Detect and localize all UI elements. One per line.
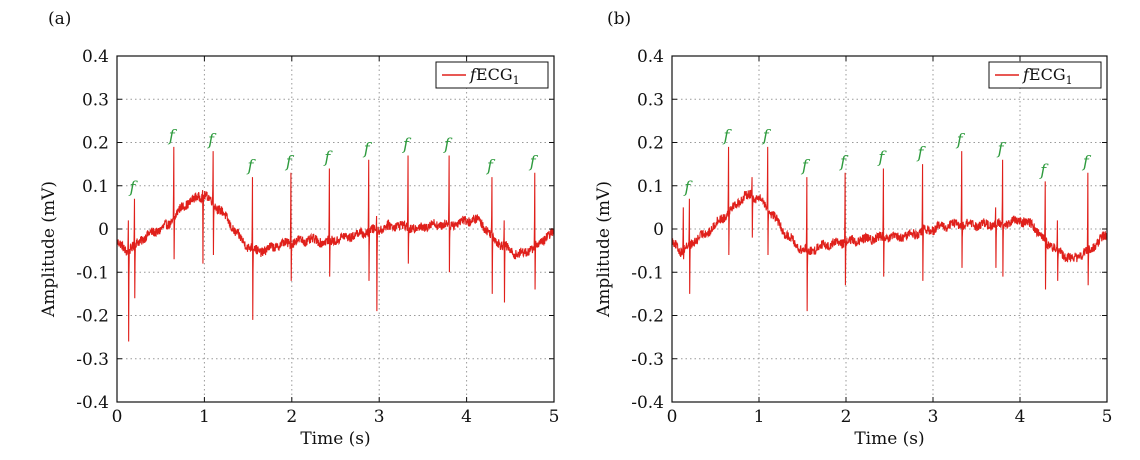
legend-label: fECG1 — [469, 65, 520, 87]
peak-marker-label: f — [486, 156, 496, 175]
x-axis-title: Time (s) — [854, 429, 924, 449]
x-tick-label: 3 — [928, 407, 939, 427]
series-line-fecg1 — [116, 146, 555, 342]
peak-marker-label: f — [285, 152, 295, 171]
y-axis-title: Amplitude (mV) — [39, 181, 59, 318]
peak-marker-label: f — [1039, 160, 1049, 179]
y-tick-label: 0.1 — [82, 177, 109, 197]
y-tick-label: 0.4 — [637, 47, 664, 67]
legend-box — [435, 61, 549, 89]
peak-marker-label: f — [1082, 152, 1092, 171]
y-tick-label: 0.2 — [637, 134, 664, 154]
peak-marker-label: f — [917, 143, 927, 162]
panel-label: (b) — [607, 9, 631, 29]
peak-marker-label: f — [323, 147, 333, 166]
chart-panel-a: (a) f f f f f f f f f f f 0 1 2 3 4 5 0.4 0.3 0.2 0.1 0 -0.1 -0.… — [39, 9, 559, 449]
peak-marker-label: f — [363, 139, 373, 158]
y-tick-label: -0.1 — [631, 263, 664, 283]
y-tick-label: 0 — [98, 220, 109, 240]
peak-marker-label: f — [529, 152, 539, 171]
legend: fECG1 — [435, 61, 549, 89]
peak-marker-label: f — [683, 178, 693, 197]
y-tick-label: -0.4 — [631, 393, 664, 413]
y-tick-label: -0.3 — [631, 350, 664, 370]
x-tick-label: 4 — [1015, 407, 1026, 427]
y-tick-label: -0.3 — [76, 350, 109, 370]
y-axis-title: Amplitude (mV) — [594, 181, 614, 318]
x-tick-label: 5 — [549, 407, 560, 427]
y-tick-label: 0.1 — [637, 177, 664, 197]
peak-marker-label: f — [168, 126, 178, 145]
y-tick-label: -0.2 — [631, 307, 664, 327]
x-tick-label: 2 — [841, 407, 852, 427]
y-tick-label: 0.4 — [82, 47, 109, 67]
y-tick-label: 0.3 — [82, 90, 109, 110]
legend: fECG1 — [988, 61, 1102, 89]
y-tick-label: 0.3 — [637, 90, 664, 110]
x-tick-label: 1 — [754, 407, 765, 427]
plot-frame — [116, 55, 555, 403]
series-line-fecg1 — [671, 146, 1108, 312]
peak-marker-label: f — [877, 147, 887, 166]
y-tick-label: -0.1 — [76, 263, 109, 283]
y-tick-label: -0.2 — [76, 307, 109, 327]
x-tick-label: 2 — [286, 407, 297, 427]
x-tick-label: 4 — [461, 407, 472, 427]
y-tick-label: -0.4 — [76, 393, 109, 413]
peak-marker-label: f — [207, 130, 217, 149]
y-tick-label: 0 — [653, 220, 664, 240]
x-tick-label: 5 — [1102, 407, 1113, 427]
x-tick-label: 3 — [374, 407, 385, 427]
panel-label: (a) — [48, 9, 71, 29]
peak-marker-label: f — [997, 139, 1007, 158]
peak-marker-label: f — [839, 152, 849, 171]
chart-panel-b: (b) f f f f f f f f f f f 0 1 2 3 4 5 0.4 0.3 0.2 0.1 0 -0.1 -0.… — [594, 9, 1112, 449]
x-tick-label: 0 — [667, 407, 678, 427]
x-axis-title: Time (s) — [300, 429, 370, 449]
peak-marker-label: f — [128, 178, 138, 197]
y-tick-label: 0.2 — [82, 134, 109, 154]
peak-marker-label: f — [801, 156, 811, 175]
x-tick-label: 0 — [112, 407, 123, 427]
x-tick-label: 1 — [199, 407, 210, 427]
peak-marker-label: f — [762, 126, 772, 145]
legend-label: fECG1 — [1022, 65, 1073, 87]
peak-marker-label: f — [723, 126, 733, 145]
peak-marker-label: f — [956, 130, 966, 149]
peak-marker-label: f — [246, 156, 256, 175]
peak-marker-label: f — [443, 134, 453, 153]
peak-marker-label: f — [402, 134, 412, 153]
